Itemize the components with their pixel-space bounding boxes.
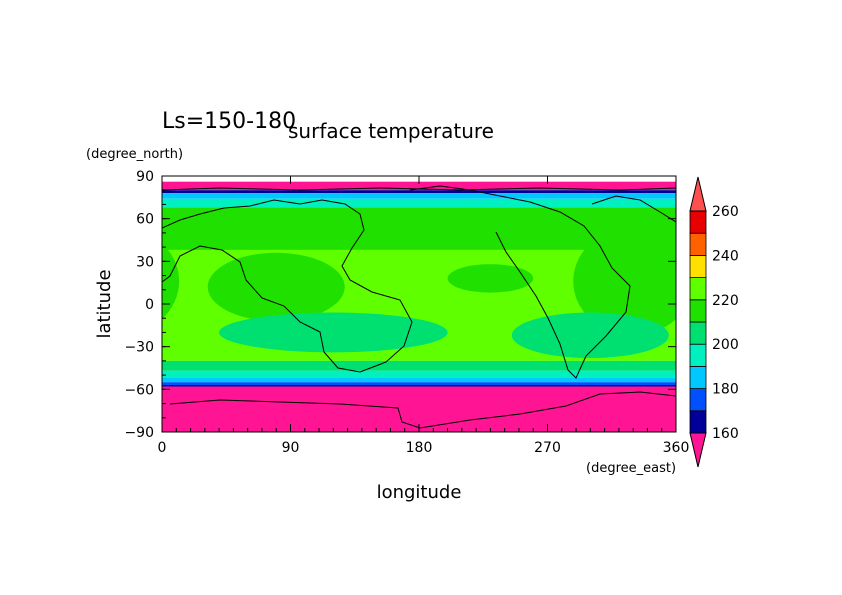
coast-arctic	[162, 187, 676, 191]
colorbar-segment-2	[689, 365, 707, 389]
temp-band-4	[162, 198, 676, 208]
x-unit: (degree_east)	[586, 461, 676, 476]
temp-band-10	[162, 382, 676, 386]
colorbar-arrow-low	[689, 432, 707, 468]
y-axis-label: latitude	[94, 269, 115, 338]
colorbar-label-0: 260	[712, 204, 739, 220]
y-tick-label-3: 0	[145, 297, 154, 313]
x-tick-label-4: 360	[663, 440, 690, 456]
temp-band-11	[162, 385, 676, 387]
colorbar-label-1: 240	[712, 248, 739, 264]
plot-area	[162, 176, 676, 432]
colorbar-arrow-high	[689, 176, 707, 212]
temp-region-0	[207, 252, 345, 322]
colorbar-segment-7	[689, 254, 707, 278]
colorbar-segment-5	[689, 299, 707, 323]
temp-region-4	[219, 312, 448, 353]
colorbar: 260 240 220 200 180 160	[689, 176, 739, 468]
temp-region-2	[447, 264, 534, 293]
temp-region-wrap-1	[162, 243, 180, 320]
colorbar-label-5: 160	[712, 426, 739, 442]
axes: 0 90 180 270 360 90 60 30 0 −30 −60 −90	[124, 169, 689, 456]
y-tick-label-6: −90	[124, 425, 154, 441]
y-tick-label-0: 90	[136, 169, 154, 185]
y-tick-label-5: −60	[124, 382, 154, 398]
x-tick-label-3: 270	[534, 440, 561, 456]
coast-east	[591, 195, 676, 223]
colorbar-segment-6	[689, 277, 707, 301]
colorbar-segment-1	[689, 388, 707, 412]
temp-band-9	[162, 377, 676, 383]
colorbar-label-2: 220	[712, 293, 739, 309]
x-axis-label: longitude	[377, 482, 462, 503]
coastlines	[162, 185, 676, 429]
coast-americas	[162, 199, 413, 373]
chart-title: surface temperature	[288, 119, 494, 143]
colorbar-segment-9	[689, 210, 707, 234]
y-tick-label-1: 60	[136, 212, 154, 228]
x-tick-label-0: 0	[158, 440, 167, 456]
temp-band-2	[162, 190, 676, 194]
x-tick-label-1: 90	[282, 440, 300, 456]
coast-antarctic	[169, 391, 676, 429]
chart-subtitle: Ls=150-180	[162, 109, 296, 134]
temp-band-1	[162, 181, 676, 191]
colorbar-segment-8	[689, 232, 707, 256]
x-tick-label-2: 180	[406, 440, 433, 456]
colorbar-segment-0	[689, 410, 707, 434]
temp-band-8	[162, 370, 676, 378]
temp-band-5	[162, 207, 676, 250]
temp-band-3	[162, 193, 676, 199]
y-tick-label-2: 30	[136, 254, 154, 270]
temp-band-7	[162, 360, 676, 371]
y-tick-label-4: −30	[124, 340, 154, 356]
coast-north-2	[409, 185, 631, 379]
colorbar-label-4: 180	[712, 382, 739, 398]
colorbar-segment-3	[689, 343, 707, 367]
colorbar-label-3: 200	[712, 337, 739, 353]
colorbar-segment-4	[689, 321, 707, 345]
y-unit: (degree_north)	[86, 147, 183, 162]
